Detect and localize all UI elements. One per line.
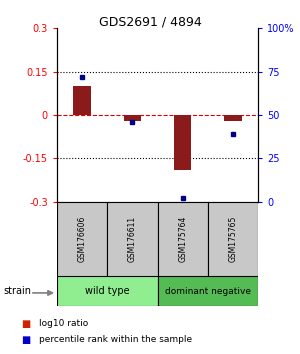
Bar <box>107 202 158 276</box>
Text: GSM176611: GSM176611 <box>128 216 137 262</box>
Text: strain: strain <box>3 286 31 296</box>
Text: log10 ratio: log10 ratio <box>39 319 88 329</box>
Bar <box>208 202 258 276</box>
Bar <box>158 276 258 306</box>
Text: GDS2691 / 4894: GDS2691 / 4894 <box>99 16 201 29</box>
Text: ■: ■ <box>21 335 30 345</box>
Bar <box>73 86 91 115</box>
Bar <box>57 276 158 306</box>
Text: ■: ■ <box>21 319 30 329</box>
Bar <box>124 115 141 121</box>
Bar <box>224 115 242 121</box>
Bar <box>174 115 191 170</box>
Text: wild type: wild type <box>85 286 130 296</box>
Text: GSM176606: GSM176606 <box>78 216 87 262</box>
Text: GSM175765: GSM175765 <box>228 216 237 262</box>
Bar <box>57 202 107 276</box>
Text: percentile rank within the sample: percentile rank within the sample <box>39 335 192 344</box>
Text: GSM175764: GSM175764 <box>178 216 187 262</box>
Text: dominant negative: dominant negative <box>165 287 251 296</box>
Bar <box>158 202 208 276</box>
